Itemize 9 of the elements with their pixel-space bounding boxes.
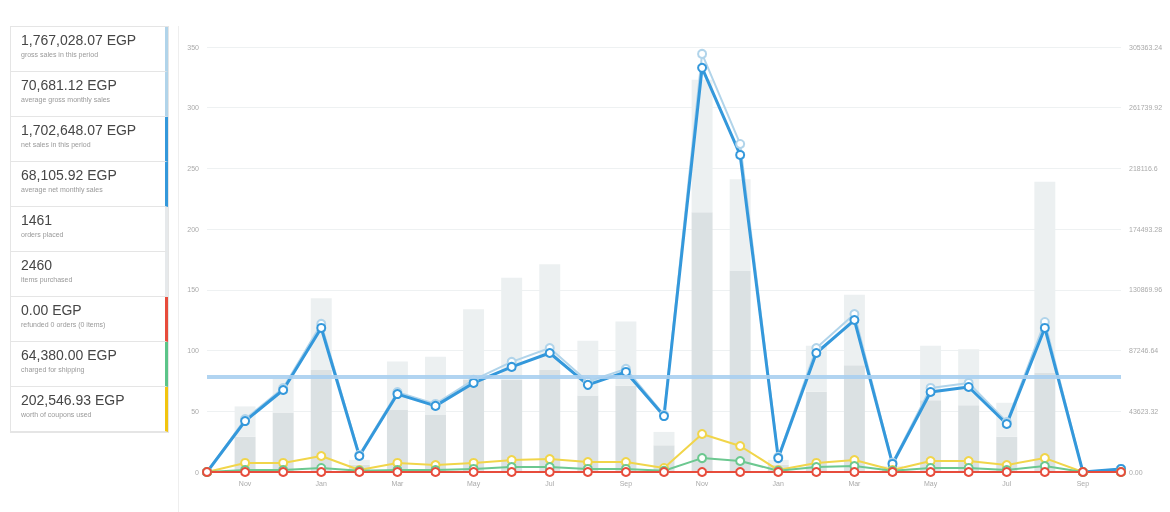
- text: 2460: [21, 257, 54, 273]
- text: 64,380.00 EGP: [21, 347, 118, 363]
- text: 0.00 EGP: [21, 302, 83, 318]
- text: 1,767,028.07 EGP: [21, 32, 138, 48]
- text: 70,681.12 EGP: [21, 77, 118, 93]
- text: 1461: [21, 212, 54, 228]
- text: 68,105.92 EGP: [21, 167, 118, 183]
- text: 202,546.93 EGP: [21, 392, 126, 408]
- text: 1,702,648.07 EGP: [21, 122, 138, 138]
